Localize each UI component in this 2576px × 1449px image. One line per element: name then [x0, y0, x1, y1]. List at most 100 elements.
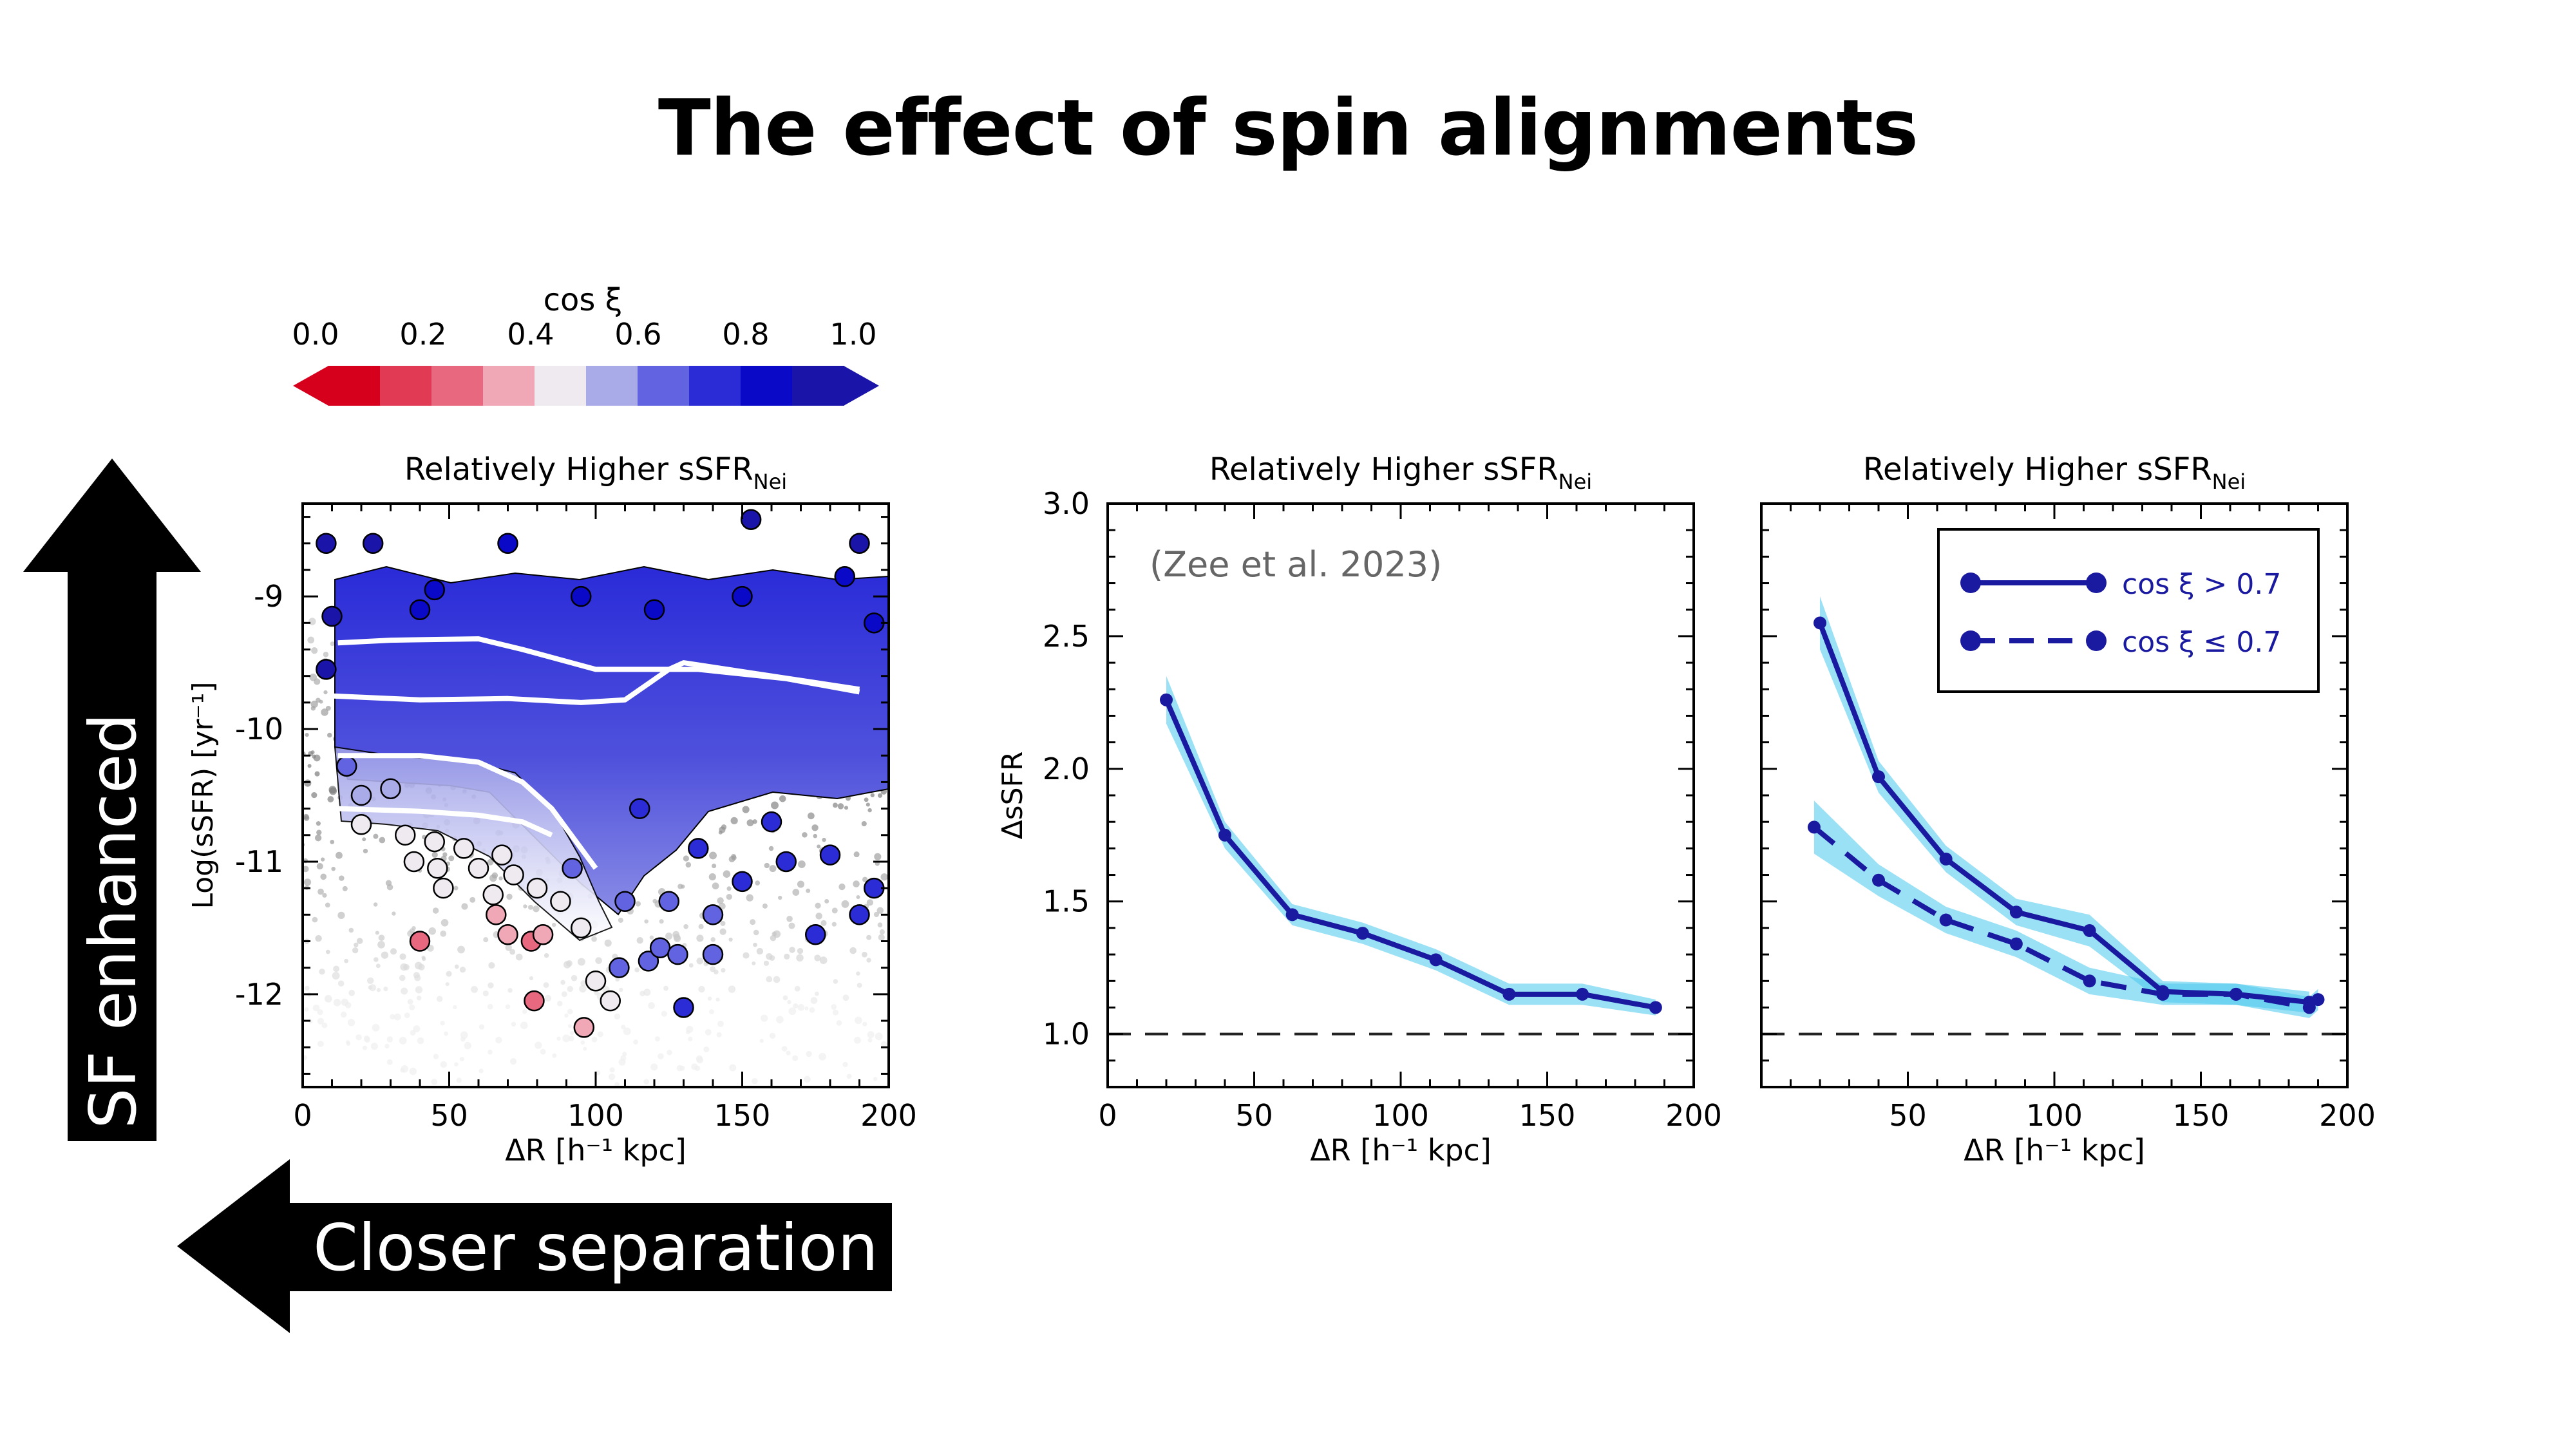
background-point	[622, 1052, 627, 1057]
background-point	[310, 700, 318, 708]
background-point	[325, 902, 330, 908]
background-point	[776, 1016, 784, 1024]
background-point	[709, 851, 717, 860]
background-point	[323, 690, 328, 695]
background-point	[319, 969, 325, 975]
background-point	[705, 1028, 712, 1036]
background-point	[677, 884, 683, 889]
highlighted-point	[732, 871, 753, 893]
colorbar-end-low	[293, 366, 328, 406]
background-point	[604, 939, 612, 947]
background-point	[789, 947, 795, 953]
background-point	[511, 1021, 516, 1027]
background-point	[561, 991, 567, 998]
background-point	[743, 952, 750, 959]
background-point	[729, 1064, 737, 1072]
background-point	[355, 1034, 362, 1041]
series-point	[2009, 937, 2023, 951]
background-point	[308, 618, 316, 625]
background-point	[763, 960, 770, 966]
background-point	[877, 922, 883, 928]
background-point	[683, 855, 690, 862]
background-point	[746, 894, 753, 902]
background-point	[440, 918, 449, 927]
x-tick-label: 100	[2026, 1098, 2083, 1133]
background-point	[320, 857, 325, 862]
background-point	[469, 896, 476, 903]
background-point	[841, 900, 849, 908]
x-tick-label: 150	[2173, 1098, 2230, 1133]
background-point	[620, 1055, 627, 1061]
highlighted-point	[600, 990, 621, 1012]
background-point	[321, 1022, 328, 1028]
background-point	[634, 967, 640, 972]
background-point	[810, 997, 818, 1004]
background-point	[363, 848, 368, 854]
highlighted-point	[629, 798, 650, 819]
background-point	[454, 964, 459, 969]
background-point	[814, 954, 821, 961]
background-point	[811, 824, 819, 831]
background-point	[445, 982, 450, 987]
background-point	[507, 988, 513, 993]
background-point	[325, 949, 330, 954]
up-arrow-shape	[23, 459, 201, 1141]
background-point	[560, 980, 565, 985]
background-point	[562, 1034, 571, 1043]
background-point	[771, 801, 779, 810]
background-point	[483, 937, 489, 943]
y-tick-label: 2.0	[1043, 752, 1090, 786]
colorbar-tick-label: 1.0	[829, 317, 876, 352]
background-point	[386, 1059, 393, 1065]
panel-middle-xlabel: ΔR [h⁻¹ kpc]	[1310, 1133, 1492, 1168]
y-tick-label: -9	[254, 579, 283, 614]
background-point	[417, 1037, 424, 1045]
highlighted-point	[497, 923, 518, 945]
background-point	[540, 1048, 546, 1055]
colorbar-tick-label: 0.2	[399, 317, 446, 352]
background-point	[621, 1025, 626, 1030]
background-point	[720, 920, 726, 926]
background-point	[648, 1002, 655, 1009]
background-point	[583, 1046, 587, 1051]
background-point	[614, 1013, 621, 1020]
background-point	[880, 873, 888, 881]
background-point	[552, 1053, 557, 1058]
background-point	[794, 985, 800, 992]
background-point	[409, 1004, 415, 1010]
background-point	[316, 821, 321, 826]
background-point	[685, 862, 692, 868]
error-band	[1820, 596, 2309, 1013]
background-point	[861, 951, 867, 958]
legend-dashed-label: cos ξ ≤ 0.7	[2122, 626, 2281, 659]
background-point	[313, 754, 321, 762]
background-point	[337, 911, 345, 919]
background-point	[535, 1041, 542, 1049]
background-point	[378, 934, 385, 942]
background-point	[488, 982, 494, 989]
background-point	[344, 958, 348, 963]
background-point	[864, 797, 869, 802]
background-point	[866, 899, 874, 906]
background-point	[522, 1009, 527, 1014]
background-point	[854, 1036, 861, 1044]
background-point	[635, 901, 641, 907]
background-point	[806, 1050, 812, 1057]
background-point	[478, 1068, 484, 1074]
background-point	[663, 985, 668, 991]
background-point	[348, 989, 355, 996]
panel-scatter-title: Relatively Higher sSFRNei	[404, 451, 787, 494]
highlighted-point	[503, 864, 524, 886]
highlighted-point	[427, 858, 448, 879]
background-point	[379, 837, 386, 844]
background-point	[567, 1009, 573, 1015]
background-point	[399, 953, 406, 960]
background-point	[815, 913, 822, 920]
background-point	[878, 934, 885, 941]
background-point	[310, 750, 315, 755]
background-point	[866, 934, 872, 940]
background-point	[324, 994, 332, 1003]
background-point	[333, 965, 339, 972]
background-point	[390, 948, 397, 955]
background-point	[615, 977, 620, 982]
